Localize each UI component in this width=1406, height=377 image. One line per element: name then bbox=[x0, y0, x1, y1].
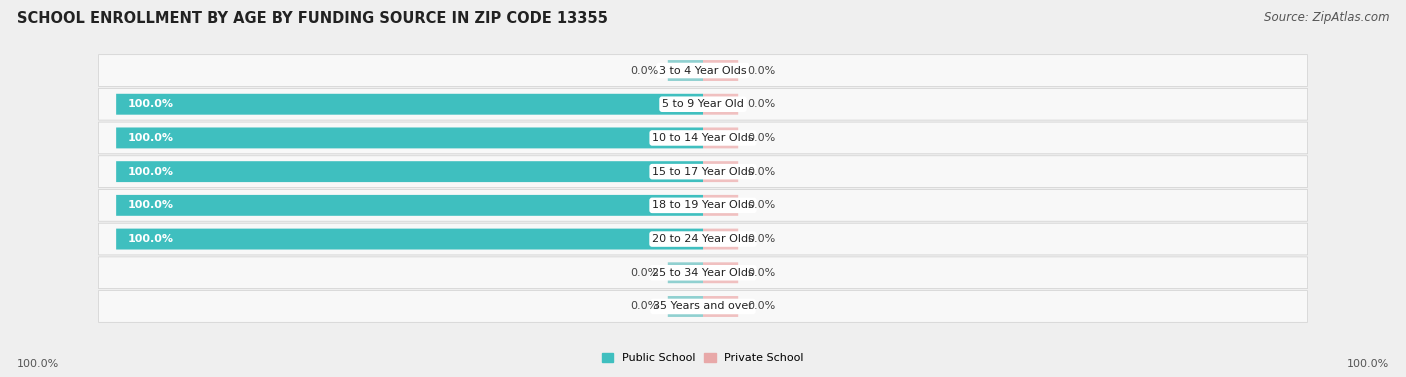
Text: 100.0%: 100.0% bbox=[17, 359, 59, 369]
FancyBboxPatch shape bbox=[703, 60, 738, 81]
Text: 100.0%: 100.0% bbox=[128, 99, 174, 109]
Text: 0.0%: 0.0% bbox=[747, 234, 775, 244]
FancyBboxPatch shape bbox=[703, 195, 738, 216]
Text: 0.0%: 0.0% bbox=[747, 66, 775, 75]
Text: 15 to 17 Year Olds: 15 to 17 Year Olds bbox=[652, 167, 754, 177]
Text: 5 to 9 Year Old: 5 to 9 Year Old bbox=[662, 99, 744, 109]
Text: 18 to 19 Year Olds: 18 to 19 Year Olds bbox=[652, 200, 754, 210]
FancyBboxPatch shape bbox=[117, 195, 703, 216]
Text: 0.0%: 0.0% bbox=[747, 167, 775, 177]
Text: 100.0%: 100.0% bbox=[1347, 359, 1389, 369]
Text: 0.0%: 0.0% bbox=[747, 268, 775, 278]
Text: 0.0%: 0.0% bbox=[631, 302, 659, 311]
FancyBboxPatch shape bbox=[98, 257, 1308, 289]
Text: 100.0%: 100.0% bbox=[128, 200, 174, 210]
FancyBboxPatch shape bbox=[117, 161, 703, 182]
FancyBboxPatch shape bbox=[98, 190, 1308, 221]
Text: 10 to 14 Year Olds: 10 to 14 Year Olds bbox=[652, 133, 754, 143]
FancyBboxPatch shape bbox=[117, 127, 703, 149]
Text: 0.0%: 0.0% bbox=[631, 66, 659, 75]
Text: 0.0%: 0.0% bbox=[747, 302, 775, 311]
Text: 0.0%: 0.0% bbox=[747, 200, 775, 210]
Text: 0.0%: 0.0% bbox=[747, 99, 775, 109]
FancyBboxPatch shape bbox=[668, 60, 703, 81]
FancyBboxPatch shape bbox=[703, 127, 738, 149]
FancyBboxPatch shape bbox=[703, 262, 738, 283]
Text: Source: ZipAtlas.com: Source: ZipAtlas.com bbox=[1264, 11, 1389, 24]
Text: 0.0%: 0.0% bbox=[747, 133, 775, 143]
FancyBboxPatch shape bbox=[668, 262, 703, 283]
Text: 25 to 34 Year Olds: 25 to 34 Year Olds bbox=[652, 268, 754, 278]
Text: SCHOOL ENROLLMENT BY AGE BY FUNDING SOURCE IN ZIP CODE 13355: SCHOOL ENROLLMENT BY AGE BY FUNDING SOUR… bbox=[17, 11, 607, 26]
FancyBboxPatch shape bbox=[703, 296, 738, 317]
Text: 20 to 24 Year Olds: 20 to 24 Year Olds bbox=[652, 234, 754, 244]
FancyBboxPatch shape bbox=[98, 291, 1308, 322]
FancyBboxPatch shape bbox=[98, 156, 1308, 187]
FancyBboxPatch shape bbox=[117, 228, 703, 250]
FancyBboxPatch shape bbox=[98, 55, 1308, 86]
FancyBboxPatch shape bbox=[98, 223, 1308, 255]
Legend: Public School, Private School: Public School, Private School bbox=[602, 353, 804, 363]
FancyBboxPatch shape bbox=[703, 228, 738, 250]
Text: 35 Years and over: 35 Years and over bbox=[652, 302, 754, 311]
FancyBboxPatch shape bbox=[98, 122, 1308, 154]
FancyBboxPatch shape bbox=[98, 88, 1308, 120]
Text: 0.0%: 0.0% bbox=[631, 268, 659, 278]
Text: 100.0%: 100.0% bbox=[128, 133, 174, 143]
FancyBboxPatch shape bbox=[668, 296, 703, 317]
FancyBboxPatch shape bbox=[117, 94, 703, 115]
FancyBboxPatch shape bbox=[703, 94, 738, 115]
Text: 100.0%: 100.0% bbox=[128, 167, 174, 177]
Text: 3 to 4 Year Olds: 3 to 4 Year Olds bbox=[659, 66, 747, 75]
FancyBboxPatch shape bbox=[703, 161, 738, 182]
Text: 100.0%: 100.0% bbox=[128, 234, 174, 244]
